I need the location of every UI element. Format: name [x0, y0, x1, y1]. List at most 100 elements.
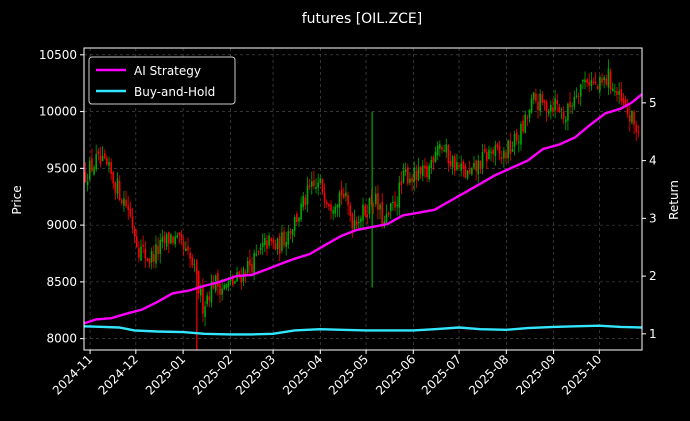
candle-body	[291, 229, 294, 236]
candle-body	[596, 86, 599, 90]
y2-tick-label: 1	[649, 327, 657, 341]
candle-body	[507, 140, 509, 159]
candle-body	[323, 193, 326, 202]
candle-body	[159, 239, 162, 254]
y2-tick-label: 2	[649, 269, 657, 283]
candle-body	[148, 258, 151, 264]
candle-body	[481, 151, 484, 169]
candle-body	[453, 156, 456, 172]
candle-body	[199, 288, 202, 296]
candle-body	[439, 144, 441, 149]
candle-body	[413, 167, 416, 182]
series-line-buy-and-hold	[84, 324, 642, 336]
candle-body	[225, 283, 228, 288]
candle-body	[620, 89, 623, 102]
candle-body	[541, 94, 544, 103]
candle-body	[372, 204, 375, 206]
candle-body	[490, 151, 492, 153]
y-axis-label: Price	[10, 185, 24, 214]
candle-body	[567, 103, 569, 121]
candle-body	[197, 271, 200, 294]
candle-body	[270, 238, 273, 242]
candle-body	[342, 193, 345, 198]
candle-body	[552, 107, 554, 112]
candle-body	[234, 281, 236, 284]
candle-body	[564, 119, 567, 123]
candle-body	[387, 212, 390, 215]
candle-body	[468, 169, 471, 174]
candle-body	[456, 161, 458, 170]
candle-body	[430, 159, 433, 169]
candle-body	[360, 218, 362, 222]
candle-body	[161, 237, 164, 242]
candle-body	[274, 243, 277, 250]
candle-body	[176, 235, 179, 238]
candle-body	[402, 170, 405, 183]
y2-tick-label: 5	[649, 96, 657, 110]
candle-body	[503, 150, 505, 159]
candle-body	[321, 179, 324, 193]
candle-body	[471, 167, 473, 175]
candle-body	[577, 96, 580, 98]
candle-body	[569, 101, 571, 108]
candle-body	[272, 240, 275, 243]
candle-body	[302, 195, 305, 207]
candle-body	[560, 109, 563, 111]
candle-body	[91, 158, 93, 172]
candle-body	[108, 162, 110, 166]
candle-body	[631, 110, 633, 123]
candle-body	[492, 149, 494, 155]
candle-body	[520, 124, 522, 145]
candle-body	[264, 237, 266, 246]
candle-body	[462, 161, 465, 169]
candle-body	[385, 213, 388, 223]
candle-body	[626, 108, 629, 114]
candle-body	[447, 145, 450, 164]
candle-body	[473, 162, 475, 168]
candle-body	[127, 205, 130, 211]
candle-body	[276, 238, 279, 250]
candle-body	[441, 147, 443, 150]
candle-body	[616, 91, 618, 95]
candle-body	[434, 151, 437, 162]
candle-body	[140, 246, 142, 261]
candle-body	[443, 149, 445, 151]
candle-body	[528, 109, 531, 118]
candle-body	[362, 204, 364, 221]
candle-body	[424, 165, 426, 169]
candle-body	[227, 281, 230, 287]
candle-body	[539, 93, 541, 112]
candle-body	[129, 208, 132, 216]
candle-body	[411, 177, 413, 182]
candle-body	[562, 111, 565, 120]
candle-body	[289, 231, 292, 234]
candle-body	[347, 194, 349, 206]
candle-body	[511, 148, 514, 152]
candle-body	[317, 182, 319, 188]
candle-body	[232, 277, 234, 285]
candle-body	[170, 234, 172, 244]
candle-body	[543, 99, 546, 103]
candle-body	[283, 231, 285, 246]
candle-body	[167, 232, 170, 244]
candle-body	[121, 200, 123, 203]
candle-body	[319, 178, 322, 183]
candle-body	[494, 145, 497, 157]
candle-body	[223, 285, 226, 290]
candle-body	[313, 180, 315, 186]
candle-body	[479, 160, 482, 170]
candle-body	[611, 88, 614, 92]
candle-body	[366, 214, 369, 218]
candle-body	[328, 203, 330, 207]
candle-body	[229, 279, 232, 282]
legend: AI Strategy Buy-and-Hold	[88, 56, 236, 105]
candle-body	[208, 296, 211, 301]
y-tick-label: 10000	[39, 105, 77, 119]
y2-tick-label: 4	[649, 154, 657, 168]
candle-body	[532, 92, 535, 100]
candle-body	[601, 78, 603, 83]
candle-body	[590, 80, 593, 87]
candle-body	[607, 68, 610, 88]
candle-body	[84, 171, 87, 183]
